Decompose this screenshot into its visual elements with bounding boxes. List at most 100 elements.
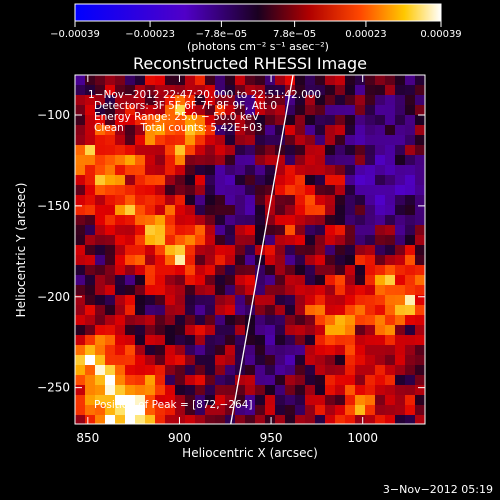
heatmap-cell (295, 215, 305, 225)
heatmap-cell (305, 135, 315, 145)
heatmap-cell (175, 225, 185, 235)
heatmap-cell (195, 145, 205, 155)
heatmap-cell (75, 315, 85, 325)
heatmap-cell (75, 245, 85, 255)
heatmap-cell (75, 375, 85, 385)
heatmap-cell (295, 345, 305, 355)
heatmap-cell (225, 325, 235, 335)
heatmap-cell (115, 225, 125, 235)
heatmap-cell (295, 75, 305, 85)
heatmap-cell (85, 345, 95, 355)
heatmap-cell (275, 255, 285, 265)
heatmap-cell (295, 135, 305, 145)
heatmap-cell (315, 195, 325, 205)
heatmap-cell (195, 405, 205, 415)
heatmap-cell (405, 345, 415, 355)
heatmap-cell (405, 395, 415, 405)
heatmap-cell (375, 165, 385, 175)
heatmap-cell (85, 125, 95, 135)
heatmap-cell (95, 255, 105, 265)
heatmap-cell (395, 325, 405, 335)
heatmap-cell (95, 135, 105, 145)
heatmap-cell (115, 185, 125, 195)
heatmap-cell (275, 225, 285, 235)
heatmap-cell (155, 235, 165, 245)
heatmap-cell (215, 145, 225, 155)
heatmap-cell (195, 235, 205, 245)
heatmap-cell (115, 355, 125, 365)
heatmap-cell (135, 225, 145, 235)
heatmap-cell (85, 195, 95, 205)
heatmap-cell (355, 185, 365, 195)
heatmap-cell (315, 245, 325, 255)
chart-title: Reconstructed RHESSI Image (133, 54, 367, 73)
heatmap-cell (415, 305, 425, 315)
heatmap-cell (355, 265, 365, 275)
heatmap-cell (285, 155, 295, 165)
heatmap-cell (285, 195, 295, 205)
heatmap-cell (195, 355, 205, 365)
heatmap-cell (315, 375, 325, 385)
heatmap-cell (385, 415, 395, 424)
heatmap-cell (235, 115, 245, 125)
heatmap-cell (145, 245, 155, 255)
heatmap-cell (105, 165, 115, 175)
heatmap-cell (245, 295, 255, 305)
heatmap-cell (295, 265, 305, 275)
heatmap-cell (195, 205, 205, 215)
colorbar-tick-label: 0.00039 (420, 29, 461, 40)
heatmap-cell (355, 245, 365, 255)
heatmap-cell (335, 415, 345, 424)
heatmap-cell (165, 235, 175, 245)
heatmap-cell (95, 115, 105, 125)
heatmap-cell (265, 375, 275, 385)
heatmap-cell (385, 275, 395, 285)
heatmap-cell (85, 245, 95, 255)
heatmap-cell (215, 135, 225, 145)
heatmap-cell (175, 405, 185, 415)
heatmap-cell (295, 375, 305, 385)
heatmap-cell (265, 395, 275, 405)
heatmap-cell (365, 295, 375, 305)
heatmap-cell (275, 335, 285, 345)
heatmap-cell (185, 85, 195, 95)
heatmap-cell (75, 145, 85, 155)
heatmap-cell (245, 395, 255, 405)
heatmap-cell (135, 415, 145, 424)
heatmap-cell (405, 405, 415, 415)
heatmap-cell (205, 75, 215, 85)
heatmap-cell (85, 225, 95, 235)
heatmap-cell (105, 335, 115, 345)
heatmap-cell (335, 145, 345, 155)
heatmap-cell (295, 95, 305, 105)
heatmap-cell (275, 325, 285, 335)
heatmap-cell (265, 315, 275, 325)
heatmap-cell (375, 145, 385, 155)
heatmap-cell (225, 75, 235, 85)
heatmap-cell (305, 235, 315, 245)
heatmap-cell (205, 355, 215, 365)
heatmap-cell (245, 375, 255, 385)
heatmap-cell (355, 135, 365, 145)
heatmap-cell (255, 105, 265, 115)
heatmap-cell (145, 215, 155, 225)
heatmap-cell (245, 275, 255, 285)
heatmap-cell (365, 365, 375, 375)
heatmap-cell (365, 125, 375, 135)
heatmap-cell (175, 175, 185, 185)
heatmap-cell (135, 75, 145, 85)
heatmap-cell (375, 345, 385, 355)
heatmap-cell (375, 215, 385, 225)
heatmap-cell (255, 375, 265, 385)
heatmap-cell (245, 235, 255, 245)
heatmap-cell (175, 345, 185, 355)
heatmap-cell (155, 355, 165, 365)
heatmap-cell (415, 395, 425, 405)
heatmap-cell (395, 225, 405, 235)
heatmap-cell (325, 395, 335, 405)
heatmap-cell (165, 305, 175, 315)
heatmap-cell (195, 215, 205, 225)
heatmap-cell (215, 315, 225, 325)
heatmap-cell (115, 345, 125, 355)
heatmap-cell (155, 255, 165, 265)
